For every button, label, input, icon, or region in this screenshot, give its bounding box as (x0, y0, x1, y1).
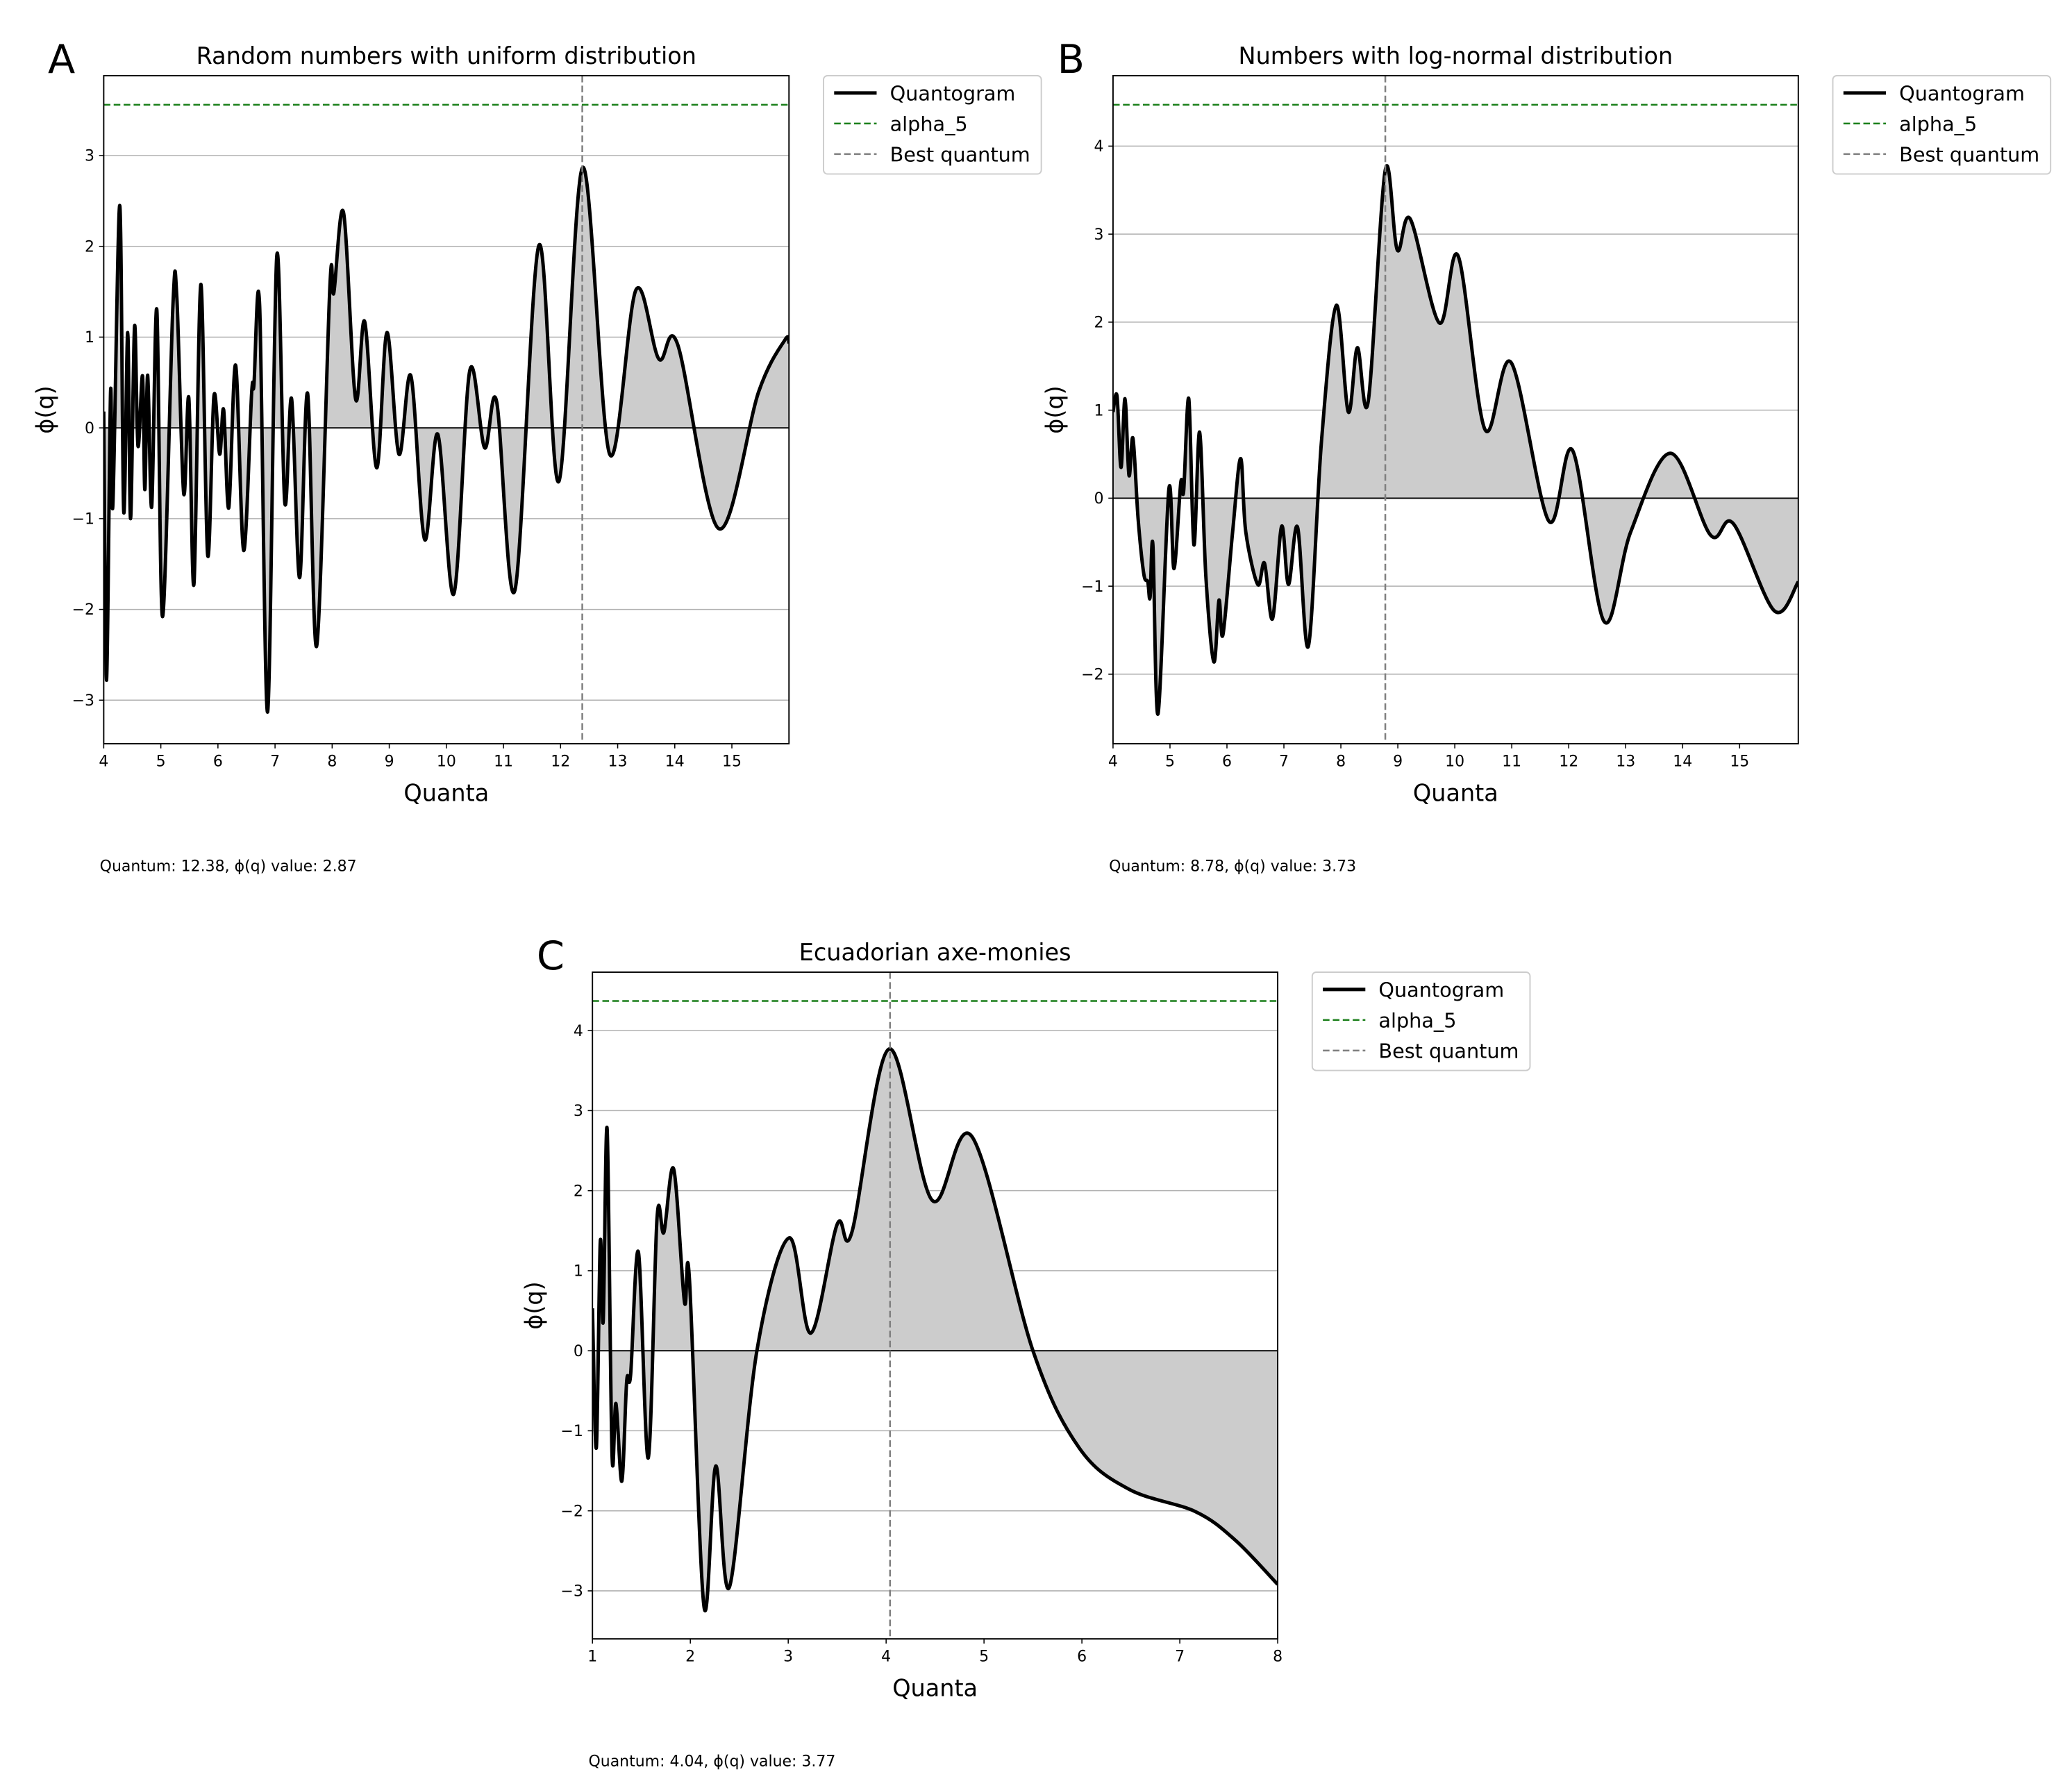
y-tick-label: −1 (72, 511, 94, 528)
annotation: Quantum: 12.38, ϕ(q) value: 2.87 (100, 858, 357, 876)
chart-title: Ecuadorian axe-monies (799, 939, 1071, 966)
x-tick-label: 8 (1336, 753, 1346, 771)
x-tick-label: 12 (1559, 753, 1578, 771)
x-tick-label: 5 (156, 753, 166, 771)
x-tick-label: 3 (783, 1649, 793, 1666)
quantogram-line (592, 1047, 1278, 1612)
legend-label: alpha_5 (1899, 112, 1977, 135)
x-tick-label: 4 (1108, 753, 1118, 771)
y-tick-label: 3 (85, 148, 94, 165)
y-axis-label: ϕ(q) (521, 1281, 548, 1329)
x-tick-label: 11 (1502, 753, 1521, 771)
y-tick-label: 2 (1094, 315, 1104, 332)
x-tick-label: 8 (327, 753, 337, 771)
x-axis-label: Quanta (403, 779, 489, 806)
y-tick-label: −2 (560, 1503, 583, 1520)
x-tick-label: 10 (437, 753, 456, 771)
x-tick-label: 4 (99, 753, 108, 771)
x-tick-label: 5 (1165, 753, 1175, 771)
y-tick-label: 1 (85, 329, 94, 347)
y-tick-label: 3 (1094, 226, 1104, 244)
legend-label: Quantogram (890, 81, 1016, 105)
x-tick-label: 14 (665, 753, 685, 771)
y-tick-label: 2 (85, 238, 94, 256)
axes-frame (103, 75, 790, 744)
y-tick-label: 1 (1094, 402, 1104, 419)
legend-label: Best quantum (890, 142, 1030, 166)
legend-label: alpha_5 (890, 112, 968, 135)
x-tick-label: 5 (979, 1649, 989, 1666)
y-tick-label: −1 (1081, 578, 1103, 596)
panel-label: B (1058, 36, 1085, 83)
legend-label: Best quantum (1378, 1039, 1519, 1062)
panel-label: A (48, 36, 75, 83)
chart-title: Random numbers with uniform distribution (197, 42, 696, 69)
panel-label: C (537, 933, 565, 979)
y-axis-label: ϕ(q) (32, 385, 59, 433)
y-tick-label: −2 (1081, 667, 1103, 684)
x-tick-label: 11 (494, 753, 513, 771)
area-fill (592, 1049, 1278, 1611)
x-tick-label: 7 (1279, 753, 1289, 771)
y-tick-label: −1 (560, 1423, 583, 1440)
x-tick-label: 9 (385, 753, 394, 771)
y-tick-label: 0 (85, 420, 94, 437)
x-tick-label: 1 (587, 1649, 597, 1666)
x-tick-label: 10 (1445, 753, 1464, 771)
x-tick-label: 9 (1393, 753, 1403, 771)
x-tick-label: 2 (685, 1649, 695, 1666)
x-axis-label: Quanta (892, 1674, 978, 1701)
y-tick-label: 4 (574, 1023, 583, 1040)
x-tick-label: 6 (1077, 1649, 1087, 1666)
x-tick-label: 15 (722, 753, 742, 771)
axes-frame (1112, 75, 1799, 744)
x-tick-label: 15 (1730, 753, 1749, 771)
axes-frame (592, 971, 1279, 1640)
y-tick-label: 2 (574, 1183, 583, 1200)
y-tick-label: −2 (72, 601, 94, 619)
x-tick-label: 4 (881, 1649, 891, 1666)
legend-box (1311, 971, 1531, 1071)
annotation: Quantum: 8.78, ϕ(q) value: 3.73 (1109, 858, 1356, 876)
x-tick-label: 13 (608, 753, 628, 771)
y-tick-label: 3 (574, 1103, 583, 1120)
x-tick-label: 7 (1175, 1649, 1185, 1666)
legend-box (1832, 75, 2052, 175)
x-tick-label: 12 (551, 753, 570, 771)
x-tick-label: 7 (270, 753, 280, 771)
quantogram-line (1112, 164, 1798, 716)
area-fill (1112, 165, 1798, 714)
x-tick-label: 6 (213, 753, 223, 771)
y-tick-label: 0 (1094, 490, 1104, 508)
chart-title: Numbers with log-normal distribution (1239, 42, 1673, 69)
x-tick-label: 13 (1616, 753, 1635, 771)
area-fill (103, 167, 789, 712)
x-axis-label: Quanta (1413, 779, 1498, 806)
legend-label: Best quantum (1899, 142, 2039, 166)
quantogram-line (103, 165, 789, 714)
y-tick-label: 1 (574, 1263, 583, 1280)
x-tick-label: 14 (1673, 753, 1692, 771)
y-tick-label: −3 (72, 692, 94, 710)
y-axis-label: ϕ(q) (1041, 385, 1068, 433)
x-tick-label: 6 (1222, 753, 1232, 771)
y-tick-label: 0 (574, 1343, 583, 1360)
x-tick-label: 8 (1273, 1649, 1283, 1666)
legend-label: Quantogram (1378, 978, 1504, 1001)
y-tick-label: 4 (1094, 138, 1104, 156)
legend-label: Quantogram (1899, 81, 2025, 105)
annotation: Quantum: 4.04, ϕ(q) value: 3.77 (588, 1753, 835, 1771)
legend-label: alpha_5 (1378, 1008, 1456, 1032)
y-tick-label: −3 (560, 1583, 583, 1601)
legend-box (823, 75, 1042, 175)
